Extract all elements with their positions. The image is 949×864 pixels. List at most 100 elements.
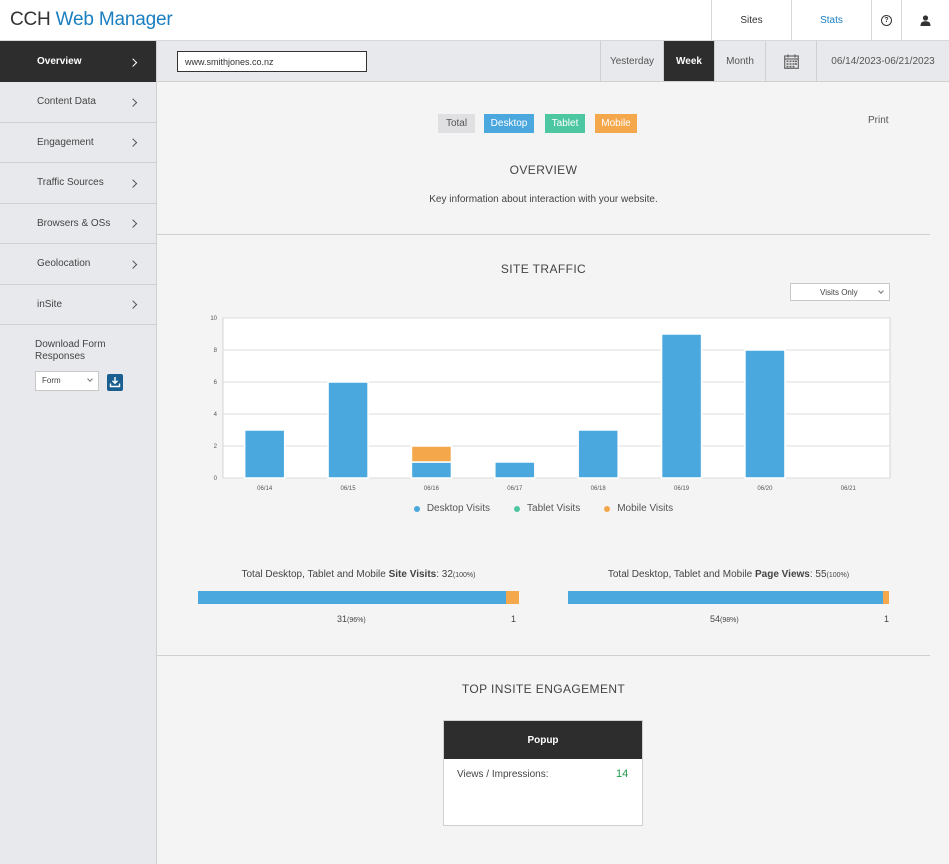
x-tick-label: 06/20 — [757, 486, 773, 492]
site-url-input[interactable] — [177, 51, 367, 72]
logo[interactable]: CCH Web Manager — [10, 9, 173, 31]
sidebar-item-browsers-oss[interactable]: Browsers & OSs — [0, 204, 156, 244]
form-select[interactable]: Form — [35, 371, 99, 391]
plot-area — [222, 317, 891, 479]
y-tick-label: 6 — [214, 380, 218, 386]
legend-mobile[interactable]: Mobile Visits — [604, 503, 673, 514]
chevron-right-icon — [128, 260, 138, 269]
range-month[interactable]: Month — [714, 41, 765, 81]
sidebar-item-content-data[interactable]: Content Data — [0, 82, 156, 123]
download-form-label: Download Form Responses — [35, 339, 106, 362]
bar-desktop-visits-06-14[interactable] — [243, 429, 286, 479]
pageviews-mobile-count: 1 — [884, 614, 890, 624]
chart-legend: Desktop Visits Tablet Visits Mobile Visi… — [157, 503, 930, 514]
user-icon — [920, 14, 931, 26]
x-tick-label: 06/14 — [257, 486, 273, 492]
y-tick-label: 8 — [214, 348, 218, 354]
sidebar-item-label: Engagement — [37, 136, 94, 148]
nav-stats[interactable]: Stats — [791, 0, 871, 40]
form-select-value: Form — [42, 376, 61, 385]
filter-mobile[interactable]: Mobile — [595, 114, 637, 133]
legend-label: Mobile Visits — [617, 503, 674, 514]
visits-desktop-count: 31(96%) — [337, 614, 366, 624]
sidebar-item-geolocation[interactable]: Geolocation — [0, 244, 156, 285]
visits-mobile-bar — [506, 591, 519, 604]
visits-desktop-bar — [198, 591, 506, 604]
chevron-right-icon — [128, 179, 138, 188]
x-tick-label: 06/16 — [424, 486, 440, 492]
help-icon: ? — [881, 14, 892, 26]
total-visits-pct: (100%) — [452, 572, 476, 579]
bar-desktop-visits-06-16[interactable] — [410, 461, 453, 479]
sidebar-item-overview[interactable]: Overview — [0, 41, 156, 82]
sidebar-item-insite[interactable]: inSite — [0, 285, 156, 325]
filter-total[interactable]: Total — [438, 114, 475, 133]
y-tick-label: 4 — [214, 412, 218, 418]
print-link[interactable]: Print — [868, 115, 889, 126]
x-tick-label: 06/21 — [841, 486, 857, 492]
sidebar-item-label: inSite — [37, 298, 63, 310]
logo-main: CCH — [10, 9, 51, 30]
legend-dot-desktop — [413, 505, 420, 512]
total-pageviews-value: : 55 — [809, 569, 827, 580]
visits-select[interactable]: Visits Only — [790, 283, 890, 301]
sidebar-item-label: Overview — [37, 56, 82, 67]
bar-desktop-visits-06-19[interactable] — [660, 333, 703, 479]
insite-engagement-title: TOP INSITE ENGAGEMENT — [461, 682, 626, 696]
range-yesterday[interactable]: Yesterday — [600, 41, 663, 81]
legend-dot-mobile — [604, 505, 611, 512]
site-traffic-chart: 0 2 4 6 8 10 06/14 06/15 06/16 06/17 06/18 06/19 06/… — [210, 316, 891, 492]
chevron-right-icon — [128, 57, 138, 67]
popup-card[interactable]: Popup Views / Impressions: 14 — [443, 720, 643, 826]
bar-desktop-visits-06-18[interactable] — [577, 429, 619, 479]
legend-desktop[interactable]: Desktop Visits — [413, 503, 490, 514]
date-range-text[interactable]: 06/14/2023-06/21/2023 — [816, 41, 949, 81]
y-tick-label: 2 — [214, 444, 218, 450]
legend-tablet[interactable]: Tablet Visits — [514, 503, 580, 514]
pageviews-desktop-bar — [568, 591, 883, 604]
site-traffic-title: SITE TRAFFIC — [500, 262, 587, 276]
popup-card-title: Popup — [444, 721, 642, 759]
filter-desktop[interactable]: Desktop — [484, 114, 534, 133]
main-content: Total Desktop Tablet Mobile Print OVERVI… — [157, 82, 949, 864]
pageviews-desktop-pct: (98%) — [720, 617, 739, 624]
impressions-label: Views / Impressions: — [457, 769, 549, 780]
sidebar-item-label: Geolocation — [37, 258, 91, 270]
total-pageviews-prefix: Total Desktop, Tablet and Mobile — [607, 569, 755, 580]
user-button[interactable] — [901, 0, 949, 40]
filter-tablet[interactable]: Tablet — [545, 114, 585, 133]
bar-mobile-visits-06-16[interactable] — [410, 445, 453, 463]
range-week[interactable]: Week — [663, 41, 714, 81]
x-tick-label: 06/19 — [674, 486, 690, 492]
divider — [157, 234, 930, 235]
sidebar-item-label: Content Data — [37, 96, 96, 108]
sidebar: Overview Content Data Engagement Traffic… — [0, 41, 157, 864]
bar-desktop-visits-06-15[interactable] — [327, 381, 369, 479]
y-tick-label: 0 — [214, 476, 218, 482]
download-button[interactable] — [107, 374, 123, 391]
bar-desktop-visits-06-17[interactable] — [494, 461, 536, 479]
total-visits-bold: Site Visits — [388, 569, 437, 580]
date-range-bar: Yesterday Week Month 06/14/2023-06/21/20… — [157, 41, 949, 82]
visits-desktop-num: 31 — [337, 614, 348, 624]
top-bar: CCH Web Manager Sites Stats ? — [0, 0, 949, 41]
total-visits-label: Total Desktop, Tablet and Mobile Site Vi… — [198, 569, 519, 580]
sidebar-item-engagement[interactable]: Engagement — [0, 123, 156, 163]
pageviews-mobile-bar — [883, 591, 889, 604]
download-icon — [109, 377, 121, 388]
legend-label: Tablet Visits — [527, 503, 581, 514]
help-button[interactable]: ? — [871, 0, 901, 40]
pageviews-desktop-num: 54 — [710, 614, 721, 624]
sidebar-item-traffic-sources[interactable]: Traffic Sources — [0, 163, 156, 204]
x-tick-label: 06/17 — [507, 486, 523, 492]
nav-sites[interactable]: Sites — [711, 0, 791, 40]
visits-desktop-pct: (96%) — [347, 617, 366, 624]
total-pageviews-label: Total Desktop, Tablet and Mobile Page Vi… — [568, 569, 889, 580]
divider — [157, 655, 930, 656]
chevron-down-icon — [878, 288, 884, 294]
calendar-button[interactable] — [765, 41, 816, 81]
chevron-right-icon — [128, 98, 138, 107]
bar-desktop-visits-06-20[interactable] — [744, 349, 786, 479]
x-tick-label: 06/15 — [341, 486, 357, 492]
calendar-icon — [783, 54, 799, 69]
